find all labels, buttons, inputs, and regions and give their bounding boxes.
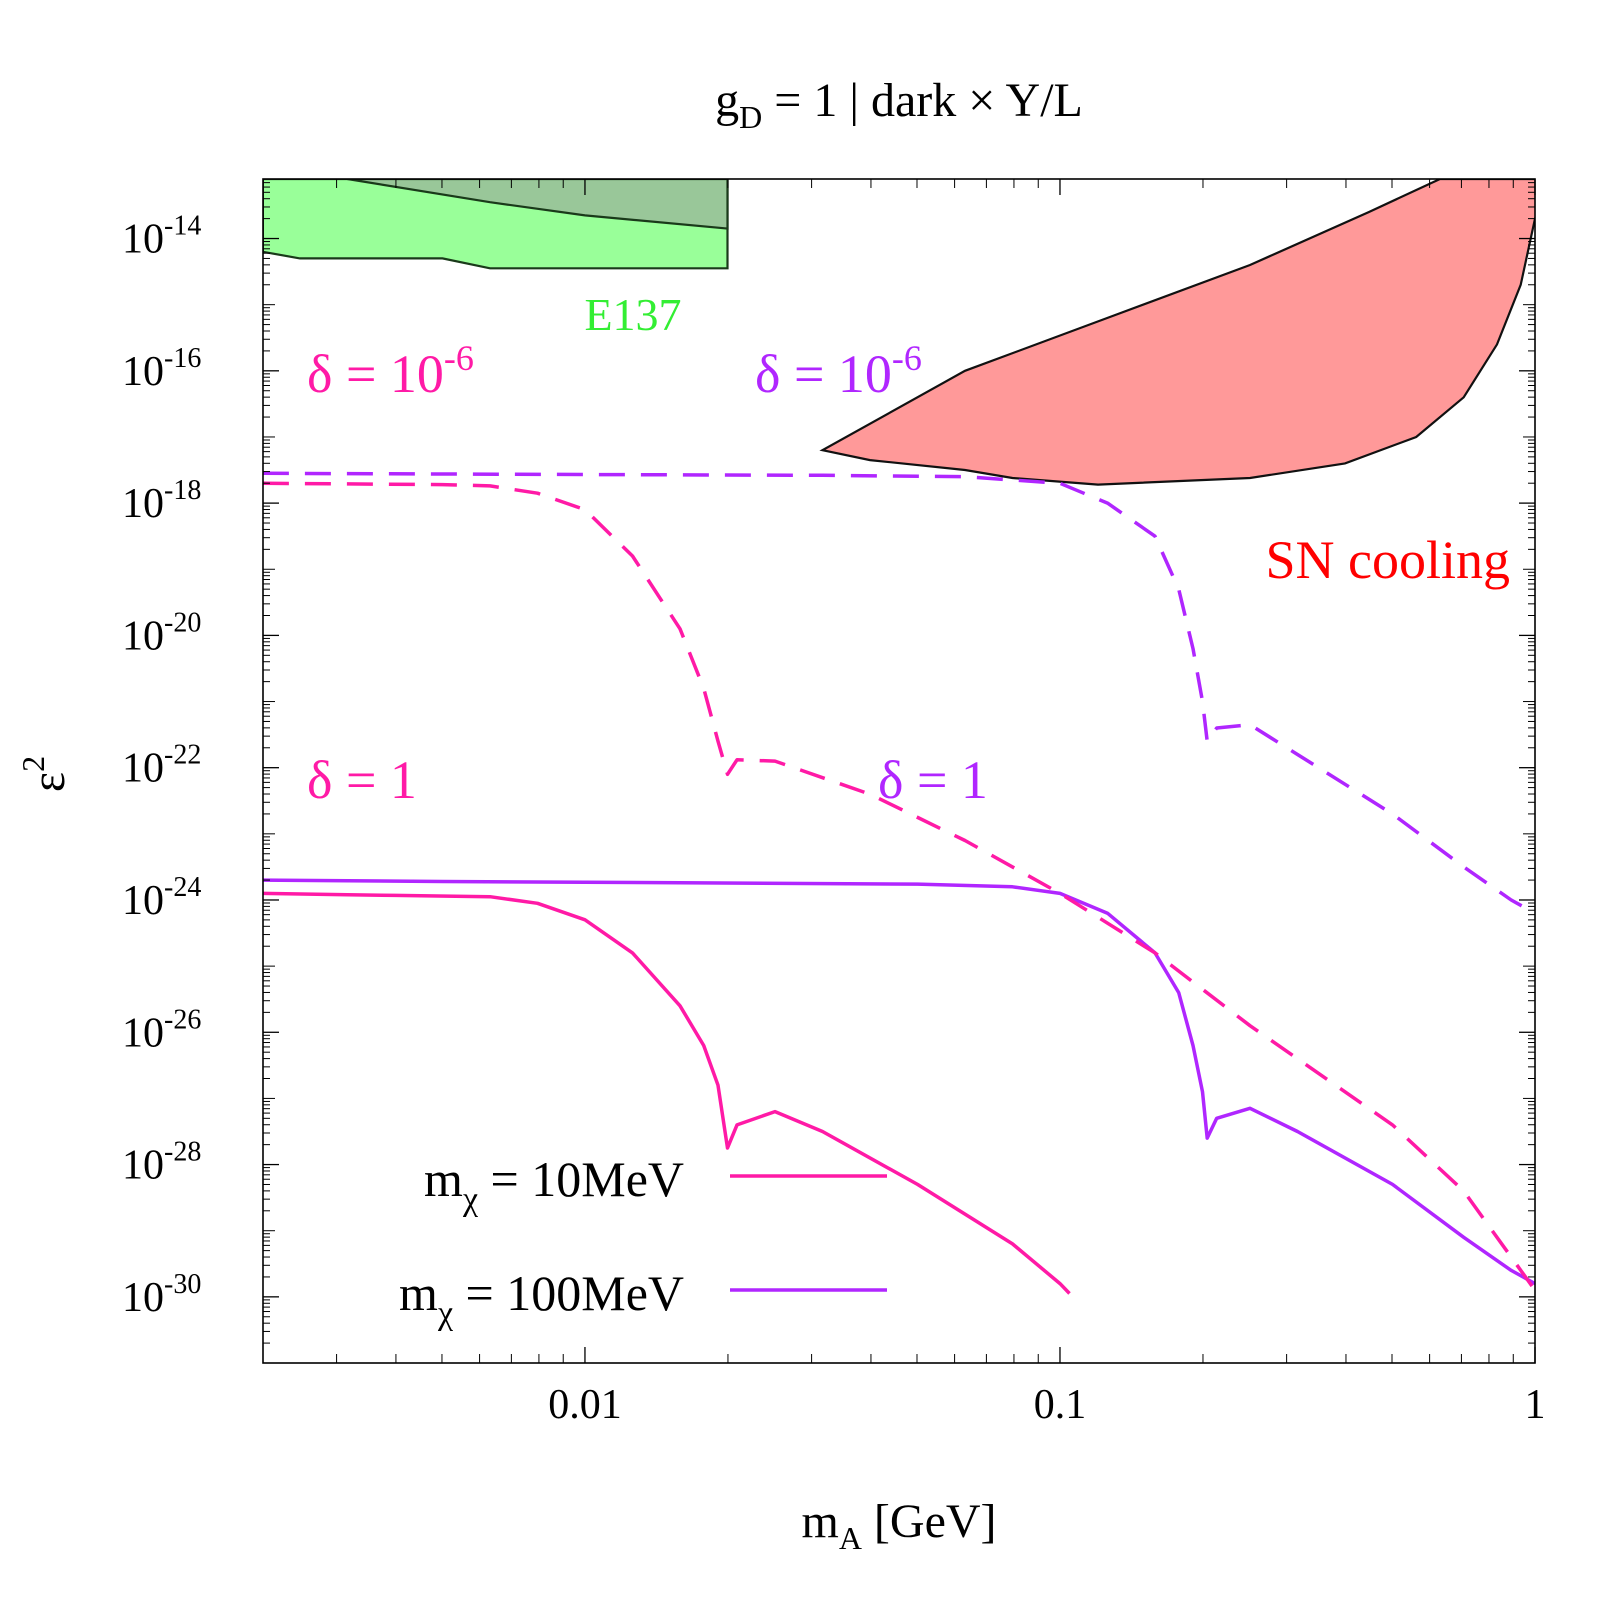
y-tick-label-exponent: -22: [164, 740, 201, 771]
delta-1e-6-label-10MeV-sup: -6: [444, 338, 474, 378]
y-tick-label-exponent: -14: [164, 211, 201, 242]
legend-entry-100MeV-rest: = 100MeV: [453, 1265, 684, 1321]
series-group: [263, 471, 1535, 1295]
series-line-1: [263, 891, 1071, 1295]
chart-title-sub: D: [739, 99, 762, 135]
delta-1e-6-label-100MeV-sup: -6: [892, 338, 922, 378]
region-sn-cooling: [819, 179, 1535, 486]
y-axis-label-main: ε: [22, 772, 75, 792]
y-tick-label-exponent: -16: [164, 343, 201, 374]
delta-1-label-100MeV: δ = 1: [878, 750, 988, 810]
y-tick-label: 10-16: [122, 343, 201, 395]
x-axis-label: mA [GeV]: [801, 1495, 996, 1556]
regions: [263, 179, 1535, 486]
x-tick-label: 1: [1525, 1382, 1546, 1428]
y-tick-label-base: 10: [122, 613, 164, 659]
y-tick-label: 10-22: [122, 740, 201, 792]
y-tick-label-base: 10: [122, 481, 164, 527]
series-line-2: [263, 878, 1535, 1286]
legend: mχ = 10MeV mχ = 100MeV: [399, 1151, 887, 1332]
y-tick-label-base: 10: [122, 1143, 164, 1189]
y-tick-label: 10-20: [122, 607, 201, 659]
y-tick-label-exponent: -30: [164, 1269, 201, 1300]
y-tick-label-exponent: -18: [164, 475, 201, 506]
series-line-3: [263, 481, 1535, 1292]
y-axis-label-sup: 2: [15, 756, 51, 772]
delta-1e-6-label-100MeV-text: δ = 10: [755, 344, 892, 404]
x-axis-label-sub: A: [839, 1520, 862, 1556]
x-axis-label-main: m: [801, 1495, 838, 1548]
x-tick-labels: 0.01 0.1 1: [548, 1382, 1545, 1428]
series-line-4: [263, 471, 1535, 915]
y-axis-label: ε2: [15, 756, 75, 792]
region-e137-inner: [347, 179, 729, 230]
x-tick-label: 0.01: [548, 1382, 622, 1428]
legend-entry-10MeV-sub: χ: [462, 1181, 478, 1218]
y-tick-label: 10-26: [122, 1004, 201, 1056]
legend-entry-100MeV-main: m: [399, 1265, 438, 1321]
y-tick-label-base: 10: [122, 1010, 164, 1056]
y-tick-label-exponent: -26: [164, 1004, 201, 1035]
legend-entry-10MeV-label: mχ = 10MeV: [424, 1151, 684, 1218]
y-tick-label-base: 10: [122, 217, 164, 263]
delta-1e-6-label-10MeV-text: δ = 10: [307, 344, 444, 404]
axis-ticks: [263, 179, 1536, 1364]
e137-label: E137: [584, 289, 681, 340]
y-tick-label-exponent: -28: [164, 1137, 201, 1168]
y-tick-label-base: 10: [122, 746, 164, 792]
legend-entry-100MeV-label: mχ = 100MeV: [399, 1265, 684, 1332]
y-tick-label-exponent: -24: [164, 872, 201, 903]
y-tick-label-base: 10: [122, 1275, 164, 1321]
y-tick-label-base: 10: [122, 349, 164, 395]
y-tick-labels: 10-1410-1610-1810-2010-2210-2410-2610-28…: [122, 211, 201, 1321]
chart-title: gD = 1 | dark × Y/L: [715, 74, 1083, 135]
y-tick-label: 10-30: [122, 1269, 201, 1321]
y-tick-label: 10-14: [122, 211, 201, 263]
chart-title-main: g: [715, 74, 739, 127]
legend-entry-10MeV-rest: = 10MeV: [478, 1151, 684, 1207]
legend-entry-10MeV-main: m: [424, 1151, 463, 1207]
x-axis-label-rest: [GeV]: [862, 1495, 997, 1548]
y-tick-label-base: 10: [122, 878, 164, 924]
y-tick-label: 10-24: [122, 872, 201, 924]
y-tick-label: 10-18: [122, 475, 201, 527]
sn-cooling-label: SN cooling: [1265, 530, 1510, 590]
delta-1e-6-label-100MeV: δ = 10-6: [755, 338, 922, 404]
legend-entry-100MeV-sub: χ: [437, 1295, 453, 1332]
y-tick-label: 10-28: [122, 1137, 201, 1189]
x-tick-label: 0.1: [1034, 1382, 1087, 1428]
chart-title-rest: = 1 | dark × Y/L: [762, 74, 1083, 127]
delta-1e-6-label-10MeV: δ = 10-6: [307, 338, 474, 404]
delta-1-label-10MeV: δ = 1: [307, 750, 417, 810]
y-tick-label-exponent: -20: [164, 607, 201, 638]
